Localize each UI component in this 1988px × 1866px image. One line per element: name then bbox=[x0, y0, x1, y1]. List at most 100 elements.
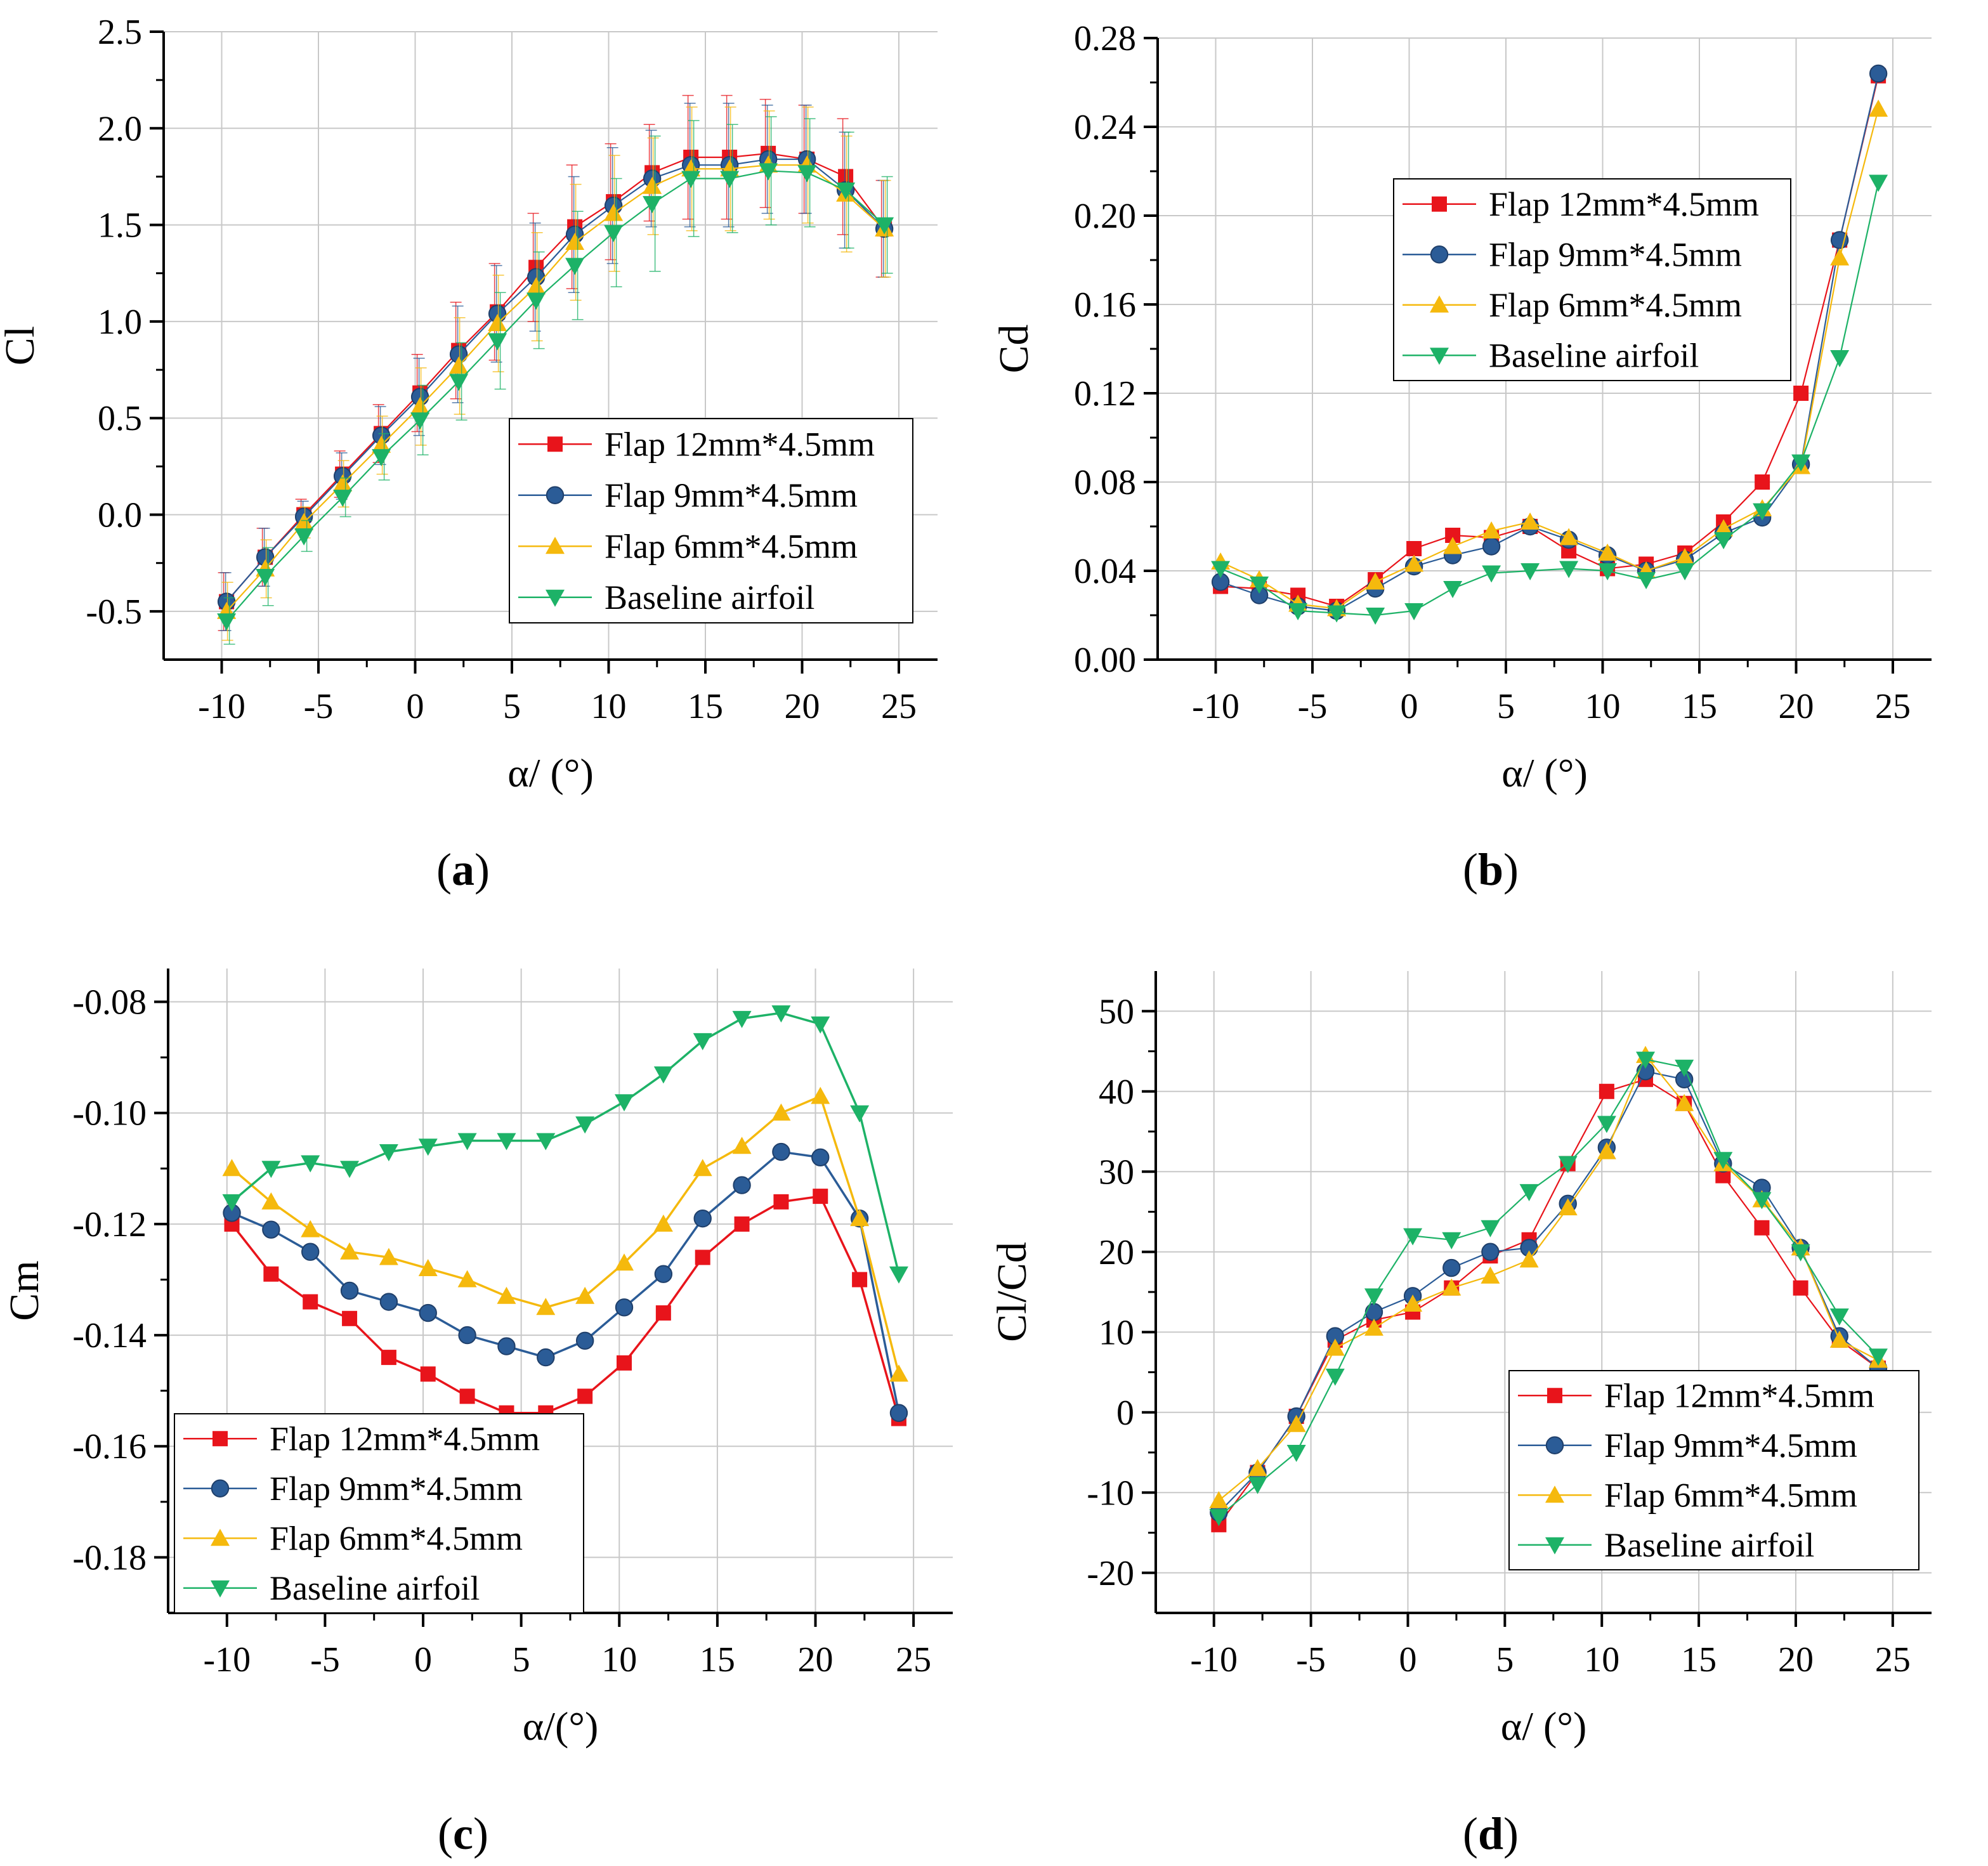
data-point bbox=[303, 1294, 318, 1310]
data-point bbox=[342, 1310, 358, 1326]
data-point bbox=[449, 356, 469, 374]
data-point bbox=[1636, 1052, 1656, 1069]
x-axis-label: α/ (°) bbox=[1501, 1704, 1587, 1749]
y-tick-label: -0.18 bbox=[72, 1538, 147, 1577]
x-tick-label: 0 bbox=[407, 687, 424, 726]
data-point bbox=[772, 1142, 790, 1161]
x-axis-label: α/ (°) bbox=[507, 750, 594, 795]
data-point bbox=[410, 412, 430, 430]
x-tick-label: 20 bbox=[798, 1640, 834, 1680]
data-point bbox=[654, 1265, 673, 1283]
x-tick-label: 10 bbox=[1584, 1640, 1619, 1680]
y-tick-label: 0.24 bbox=[1074, 108, 1136, 147]
data-point bbox=[1519, 1184, 1539, 1201]
x-tick-label: -5 bbox=[310, 1640, 340, 1680]
data-point bbox=[1869, 100, 1888, 117]
x-tick-label: 15 bbox=[700, 1640, 735, 1680]
data-point bbox=[1830, 350, 1850, 367]
data-point bbox=[734, 1216, 750, 1232]
caption-d: (d) bbox=[1462, 1808, 1519, 1859]
data-point bbox=[420, 1366, 436, 1382]
data-point bbox=[1366, 572, 1385, 590]
data-point bbox=[1325, 1368, 1345, 1386]
series-line bbox=[231, 1012, 900, 1275]
data-point bbox=[575, 1331, 594, 1350]
chart-b: -10 -5 0 5 10 15 20 25 0.00 0.04 0.08 0.12 0.16 0.20 0… bbox=[991, 19, 1932, 795]
data-point bbox=[850, 1105, 870, 1123]
ticks: -10 -5 0 5 10 15 20 25 -0.5 0.0 0.5 1.0 1.5 2.0 2.5 bbox=[86, 13, 917, 726]
y-tick-label: 0.16 bbox=[1074, 285, 1136, 325]
data-point bbox=[836, 182, 856, 200]
data-point bbox=[294, 512, 314, 530]
data-point bbox=[759, 163, 778, 181]
x-tick-label: 25 bbox=[896, 1640, 931, 1680]
data-point bbox=[1364, 1303, 1383, 1321]
data-point bbox=[379, 1293, 398, 1311]
x-tick-label: -5 bbox=[1296, 1640, 1326, 1680]
legend-label: Baseline airfoil bbox=[1604, 1526, 1814, 1564]
data-point bbox=[340, 1281, 359, 1300]
data-point bbox=[720, 171, 740, 188]
chart-c: -10 -5 0 5 10 15 20 25 -0.18 -0.16 -0.14 -0.12 -0.10… bbox=[1, 969, 953, 1749]
legend-marker bbox=[546, 589, 565, 607]
data-point bbox=[889, 1364, 908, 1382]
chart-panel-c: -10 -5 0 5 10 15 20 25 -0.18 -0.16 -0.14 -0.12 -0.10… bbox=[0, 933, 994, 1866]
y-tick-label: 0.20 bbox=[1074, 197, 1136, 236]
series-line bbox=[1218, 1070, 1879, 1513]
chart-panel-a: -10 -5 0 5 10 15 20 25 -0.5 0.0 0.5 1.0 1.5 2.0 2.5 α/ … bbox=[0, 0, 994, 933]
data-point bbox=[732, 1010, 752, 1028]
y-tick-label: 40 bbox=[1099, 1073, 1134, 1112]
legend-marker bbox=[1430, 295, 1449, 313]
data-point bbox=[1327, 605, 1347, 623]
x-tick-label: 15 bbox=[688, 687, 723, 726]
data-point bbox=[797, 165, 817, 183]
data-point bbox=[1211, 561, 1231, 578]
legend-marker bbox=[1545, 1485, 1564, 1503]
data-point bbox=[1869, 64, 1888, 83]
legend-label: Flap 12mm*4.5mm bbox=[1604, 1376, 1874, 1414]
legend-label: Baseline airfoil bbox=[605, 578, 814, 617]
data-point bbox=[1404, 603, 1424, 620]
data-point bbox=[1637, 572, 1656, 589]
legend-label: Flap 9mm*4.5mm bbox=[605, 476, 858, 514]
data-point bbox=[372, 435, 391, 453]
x-tick-label: 0 bbox=[1401, 687, 1418, 726]
data-point bbox=[875, 217, 894, 235]
legend-marker bbox=[211, 1479, 230, 1497]
data-point bbox=[488, 313, 507, 331]
data-point bbox=[565, 233, 585, 251]
data-point bbox=[1404, 554, 1424, 572]
data-point bbox=[1481, 1266, 1500, 1284]
x-tick-label: -10 bbox=[203, 1640, 251, 1680]
y-tick-label: 0.12 bbox=[1074, 374, 1136, 414]
x-tick-label: 5 bbox=[1497, 687, 1515, 726]
data-point bbox=[655, 1305, 671, 1321]
data-point bbox=[1403, 1228, 1423, 1246]
data-point bbox=[536, 1133, 556, 1151]
legend-item: Baseline airfoil bbox=[183, 1569, 480, 1607]
grid bbox=[164, 31, 938, 660]
data-point bbox=[1520, 563, 1540, 580]
data-point bbox=[459, 1388, 475, 1404]
data-point bbox=[813, 1189, 828, 1204]
legend-box bbox=[1508, 1370, 1919, 1570]
legend-label: Flap 12mm*4.5mm bbox=[270, 1419, 540, 1458]
legend-item: Flap 6mm*4.5mm bbox=[518, 527, 858, 565]
y-tick-label: -0.10 bbox=[72, 1094, 147, 1133]
data-point bbox=[732, 1137, 752, 1154]
data-point bbox=[458, 1326, 476, 1345]
data-point bbox=[1793, 386, 1809, 401]
x-tick-label: 25 bbox=[1875, 1640, 1911, 1680]
data-point bbox=[615, 1094, 634, 1112]
data-point bbox=[1675, 563, 1695, 580]
legend: Flap 12mm*4.5mm Flap 9mm*4.5mm Flap 6mm*4.… bbox=[1393, 178, 1791, 381]
legend-item: Flap 6mm*4.5mm bbox=[183, 1519, 523, 1557]
data-point bbox=[419, 1303, 437, 1322]
data-point bbox=[615, 1298, 634, 1317]
y-tick-label: 30 bbox=[1099, 1152, 1134, 1192]
legend-marker bbox=[546, 537, 565, 554]
data-point bbox=[733, 1176, 751, 1194]
legend-label: Flap 9mm*4.5mm bbox=[270, 1470, 523, 1508]
legend-box bbox=[1393, 178, 1791, 381]
data-point bbox=[575, 1116, 595, 1134]
